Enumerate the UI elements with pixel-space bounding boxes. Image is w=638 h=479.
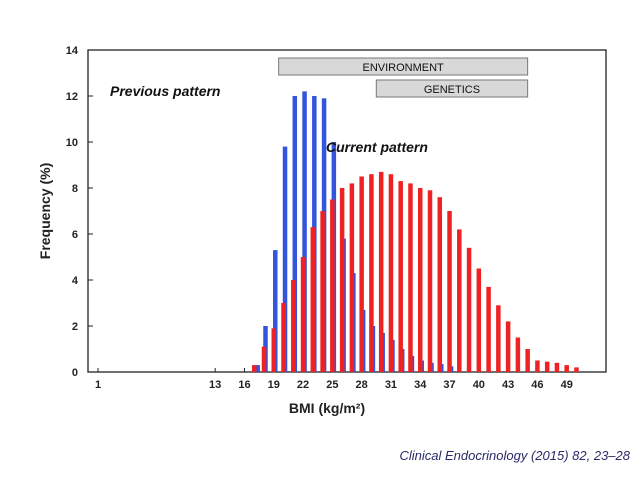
x-tick-label: 19: [268, 379, 280, 391]
bar-current-pattern: [554, 362, 560, 372]
bar-previous-pattern: [273, 250, 278, 372]
genetics-range-box: [375, 79, 529, 98]
bar-previous-pattern: [292, 96, 298, 372]
bar-current-pattern: [457, 229, 462, 372]
x-tick-label: 28: [356, 379, 368, 391]
bar-current-pattern: [378, 171, 384, 372]
x-tick-label: 46: [531, 379, 543, 391]
bar-current-pattern: [349, 183, 355, 372]
bar-current-pattern: [437, 197, 443, 372]
bar-current-pattern: [535, 360, 540, 372]
y-tick-label: 14: [66, 45, 79, 57]
x-tick-label: 43: [502, 379, 514, 391]
bar-current-pattern: [291, 280, 296, 372]
environment-range-box: [278, 57, 529, 76]
bar-current-pattern: [261, 346, 267, 372]
citation: Clinical Endocrinology (2015) 82, 23–28: [399, 448, 630, 463]
bar-current-pattern: [525, 349, 530, 372]
bar-current-pattern: [417, 188, 423, 372]
bar-current-pattern: [427, 190, 433, 372]
y-tick-label: 12: [66, 91, 78, 103]
bar-previous-pattern: [302, 91, 307, 373]
bar-current-pattern: [359, 176, 364, 372]
bar-current-pattern: [398, 181, 403, 372]
bar-current-pattern: [271, 328, 277, 372]
y-tick-label: 0: [72, 367, 78, 379]
x-tick-label: 1: [95, 379, 101, 391]
x-tick-label: 34: [414, 379, 427, 391]
y-tick-label: 2: [72, 321, 78, 333]
bar-previous-pattern: [282, 146, 288, 372]
bar-current-pattern: [251, 365, 257, 372]
x-tick-label: 49: [561, 379, 573, 391]
bar-current-pattern: [388, 174, 394, 372]
x-tick-label: 25: [326, 379, 338, 391]
bar-current-pattern: [339, 188, 345, 372]
genetics-label: GENETICS: [424, 84, 480, 96]
x-tick-label: 22: [297, 379, 309, 391]
bar-current-pattern: [505, 321, 511, 372]
y-tick-label: 6: [72, 229, 78, 241]
x-tick-label: 16: [238, 379, 250, 391]
previous-pattern-label: Previous pattern: [110, 83, 220, 99]
bar-current-pattern: [320, 211, 325, 372]
y-tick-label: 10: [66, 137, 78, 149]
x-tick-label: 31: [385, 379, 397, 391]
bar-current-pattern: [544, 361, 550, 372]
bar-current-pattern: [496, 305, 501, 372]
bar-current-pattern: [447, 211, 452, 372]
y-axis-label: Frequency (%): [37, 163, 53, 259]
bar-current-pattern: [486, 286, 491, 372]
bar-current-pattern: [476, 268, 482, 372]
y-tick-label: 4: [72, 275, 79, 287]
bar-current-pattern: [515, 337, 521, 372]
x-tick-label: 37: [443, 379, 455, 391]
bar-current-pattern: [330, 199, 335, 372]
bar-current-pattern: [281, 303, 286, 372]
current-pattern-label: Current pattern: [326, 139, 428, 155]
bar-current-pattern: [300, 257, 306, 372]
bar-current-pattern: [408, 183, 413, 372]
x-tick-label: 13: [209, 379, 221, 391]
x-axis-label: BMI (kg/m²): [289, 400, 365, 416]
y-tick-label: 8: [72, 183, 78, 195]
bar-current-pattern: [574, 367, 579, 372]
bar-current-pattern: [369, 174, 374, 372]
bar-current-pattern: [466, 247, 472, 372]
bar-current-pattern: [310, 227, 316, 372]
x-tick-label: 40: [473, 379, 485, 391]
bar-current-pattern: [564, 365, 569, 372]
plot-frame: [87, 49, 607, 373]
bar-previous-pattern: [255, 365, 260, 372]
environment-label: ENVIRONMENT: [363, 62, 445, 74]
